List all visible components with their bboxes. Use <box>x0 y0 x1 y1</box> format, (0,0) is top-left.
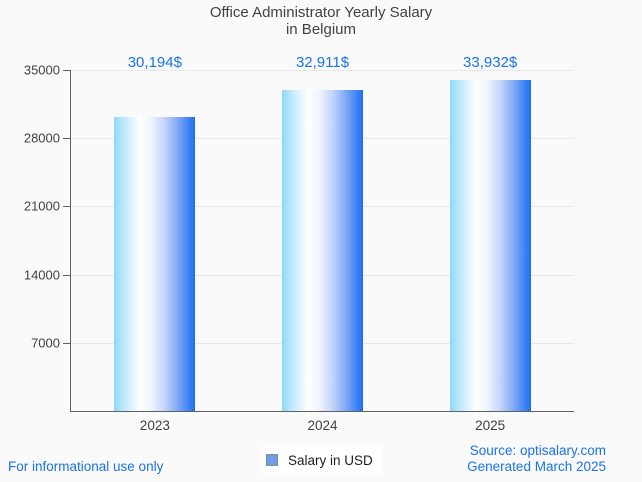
y-axis-label: 35000 <box>23 62 60 78</box>
chart-title-line1: Office Administrator Yearly Salary <box>209 4 433 21</box>
x-axis-label: 2023 <box>139 418 170 433</box>
plot-area: 7000 14000 21000 28000 35000 30,194$ 2023 32,91… <box>24 54 574 433</box>
y-axis-label: 14000 <box>23 267 60 283</box>
bar-value-label: 32,911$ <box>295 54 350 71</box>
chart-title-line2: in Belgium <box>285 21 357 38</box>
bar-value-label: 33,932$ <box>463 54 518 71</box>
bar-value-label: 30,194$ <box>127 54 182 71</box>
legend: Salary in USD <box>260 447 383 473</box>
y-axis-label: 28000 <box>23 130 60 146</box>
legend-marker-icon <box>266 454 278 466</box>
y-axis-tick <box>63 138 71 140</box>
x-axis-label: 2024 <box>307 418 338 433</box>
y-axis-tick <box>63 206 71 208</box>
bar <box>282 90 363 411</box>
disclaimer-text: For informational use only <box>8 459 164 474</box>
source-line: Source: optisalary.com <box>469 443 606 458</box>
bar <box>449 80 531 411</box>
y-axis-label: 7000 <box>31 335 60 351</box>
bar <box>114 116 196 411</box>
legend-label: Salary in USD <box>288 452 373 468</box>
y-axis-tick <box>63 274 71 276</box>
y-axis-tick <box>63 70 71 71</box>
y-axis-tick <box>63 342 71 344</box>
source-text: Source: optisalary.com Generated March 2… <box>467 443 606 475</box>
generated-line: Generated March 2025 <box>467 459 606 474</box>
y-axis-label: 21000 <box>23 198 60 214</box>
chart-title: Office Administrator Yearly Salary in Be… <box>0 4 642 38</box>
gridline <box>71 70 574 71</box>
x-axis-label: 2025 <box>475 418 506 433</box>
